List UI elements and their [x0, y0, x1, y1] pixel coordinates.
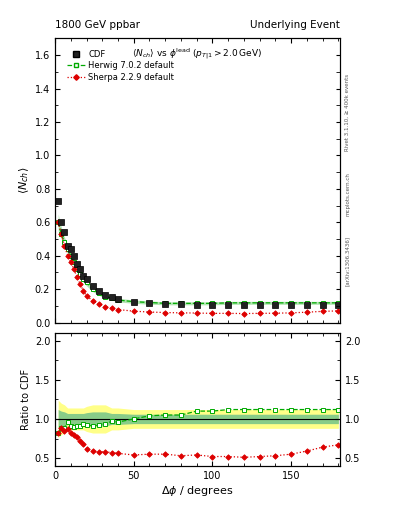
- Text: 1800 GeV ppbar: 1800 GeV ppbar: [55, 20, 140, 30]
- Text: Underlying Event: Underlying Event: [250, 20, 340, 30]
- Legend: CDF, Herwig 7.0.2 default, Sherpa 2.2.9 default: CDF, Herwig 7.0.2 default, Sherpa 2.2.9 …: [65, 48, 176, 83]
- X-axis label: $\Delta\phi$ / degrees: $\Delta\phi$ / degrees: [162, 483, 233, 498]
- Y-axis label: $\langle N_{ch}\rangle$: $\langle N_{ch}\rangle$: [17, 167, 31, 194]
- Text: mcplots.cern.ch: mcplots.cern.ch: [345, 173, 350, 217]
- Text: Rivet 3.1.10, ≥ 400k events: Rivet 3.1.10, ≥ 400k events: [345, 74, 350, 151]
- Text: $\langle N_{ch}\rangle$ vs $\phi^{\mathrm{lead}}$ ($p_{T|1} > 2.0\,\mathrm{GeV}$: $\langle N_{ch}\rangle$ vs $\phi^{\mathr…: [132, 47, 263, 62]
- Y-axis label: Ratio to CDF: Ratio to CDF: [20, 369, 31, 430]
- Text: [arXiv:1306.3436]: [arXiv:1306.3436]: [345, 236, 350, 286]
